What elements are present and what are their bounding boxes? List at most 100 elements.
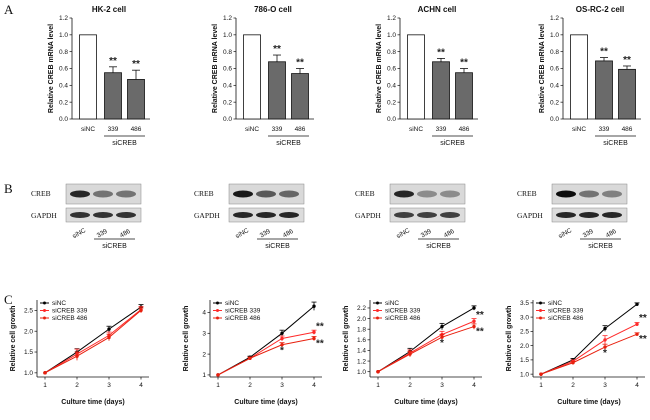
legend-swatch-point <box>216 301 219 305</box>
x-axis-label: Culture time (days) <box>234 399 297 406</box>
band-label-gapdh: GAPDH <box>31 211 57 220</box>
x-category-label: 339 <box>599 126 610 133</box>
series-point <box>312 336 316 341</box>
series-point <box>376 369 380 374</box>
y-tick-label: 2 <box>202 351 206 358</box>
creb-band <box>116 190 136 198</box>
y-tick-label: 0.0 <box>387 116 396 123</box>
y-tick-label: 1.5 <box>24 349 33 356</box>
series-point <box>635 302 639 306</box>
y-tick-label: 2.0 <box>24 328 33 335</box>
y-axis-label: Relative cell growth <box>183 306 190 372</box>
y-tick-label: 0.6 <box>550 66 559 73</box>
y-tick-label: 1.8 <box>357 326 366 333</box>
y-tick-label: 0.4 <box>550 83 559 90</box>
legend-swatch-point <box>216 309 219 312</box>
gapdh-band <box>93 212 113 218</box>
series-point <box>408 352 412 356</box>
band-label-creb: CREB <box>194 189 214 198</box>
group-label: siCREB <box>276 140 301 147</box>
x-tick-label: 4 <box>139 382 143 389</box>
series-line-3 <box>540 333 638 375</box>
gapdh-band <box>556 212 576 218</box>
group-label: siCREB <box>440 140 465 147</box>
panel-letter-a: A <box>4 2 14 17</box>
y-tick-label: 1.2 <box>223 15 232 22</box>
creb-band <box>279 190 299 198</box>
y-axis-label: Relative cell growth <box>506 306 513 372</box>
significance-mark: * <box>280 346 284 357</box>
significance-mark: ** <box>132 59 140 70</box>
creb-band <box>233 190 253 198</box>
y-tick-label: 1.0 <box>550 32 559 39</box>
x-tick-label: 1 <box>43 382 47 389</box>
lane-label: 486 <box>282 228 295 240</box>
legend-label: siNC <box>225 300 239 307</box>
y-tick-label: 2.0 <box>357 316 366 323</box>
legend-swatch-point <box>43 309 46 312</box>
bar-siNC <box>407 34 425 120</box>
y-tick-label: 1.2 <box>387 15 396 22</box>
bar-chart-3: ACHN cell 0.0 0.2 0.4 0.6 0.8 1.0 1.2 Relative C… <box>376 5 478 147</box>
y-tick-label: 1.2 <box>357 358 366 365</box>
y-tick-label: 0.2 <box>387 99 396 106</box>
band-label-creb: CREB <box>517 189 537 198</box>
y-tick-label: 1 <box>202 372 206 379</box>
significance-mark: * <box>603 348 607 359</box>
panel-letter-b: B <box>4 181 13 196</box>
significance-mark: ** <box>316 321 324 332</box>
series-point <box>280 343 284 347</box>
y-tick-label: 0.0 <box>59 116 68 123</box>
series-point <box>472 319 476 323</box>
series-point <box>312 330 316 334</box>
series-point <box>603 345 607 349</box>
x-tick-label: 4 <box>312 382 316 389</box>
series-line-1 <box>540 303 638 375</box>
legend-swatch-point <box>216 316 219 320</box>
y-axis-label: Relative cell growth <box>10 306 17 372</box>
significance-mark: * <box>440 338 444 349</box>
y-tick-label: 1.2 <box>550 15 559 22</box>
legend-swatch-point <box>539 301 542 305</box>
series-point <box>603 326 607 331</box>
y-tick-label: 2.5 <box>24 308 33 315</box>
creb-band <box>93 190 113 198</box>
legend-swatch-point <box>376 316 379 320</box>
series-line-1 <box>377 307 475 373</box>
bar-486 <box>127 79 145 120</box>
x-category-label: 486 <box>622 126 633 133</box>
x-tick-label: 3 <box>440 382 444 389</box>
legend-label: siNC <box>385 300 399 307</box>
series-point <box>635 322 639 326</box>
creb-band <box>256 190 276 198</box>
chart-title: OS-RC-2 cell <box>576 5 624 14</box>
legend-label: siCREB 486 <box>52 315 88 322</box>
line-chart-1: 1.0 1.5 2.0 2.5 1 2 3 4 Culture time (days) Relat… <box>10 300 149 406</box>
series-line-3 <box>377 326 475 373</box>
x-tick-label: 2 <box>408 382 412 389</box>
gapdh-band <box>256 212 276 218</box>
legend-label: siCREB 486 <box>548 315 584 322</box>
significance-mark: ** <box>296 58 304 69</box>
y-tick-label: 1.0 <box>520 371 529 378</box>
creb-band <box>417 190 437 198</box>
x-category-label: 486 <box>459 126 470 133</box>
series-point <box>472 324 476 329</box>
y-tick-label: 2.5 <box>520 329 529 336</box>
y-tick-label: 0.2 <box>59 99 68 106</box>
y-tick-label: 1.0 <box>59 32 68 39</box>
significance-mark: ** <box>600 47 608 58</box>
y-tick-label: 0.4 <box>59 83 68 90</box>
y-tick-label: 1.0 <box>24 370 33 377</box>
chart-title: ACHN cell <box>418 5 457 14</box>
y-tick-label: 0.0 <box>550 116 559 123</box>
bar-339 <box>104 72 122 120</box>
series-line-2 <box>540 323 638 375</box>
lane-label: siNC <box>234 227 250 240</box>
series-point <box>280 331 284 335</box>
y-axis-label: Relative cell growth <box>343 306 350 372</box>
legend-label: siCREB 339 <box>548 308 584 315</box>
legend-label: siNC <box>52 300 66 307</box>
panel-letter-c: C <box>4 292 13 307</box>
blot-4: CREB GAPDH siNC 339 486 siCREB <box>517 183 628 250</box>
